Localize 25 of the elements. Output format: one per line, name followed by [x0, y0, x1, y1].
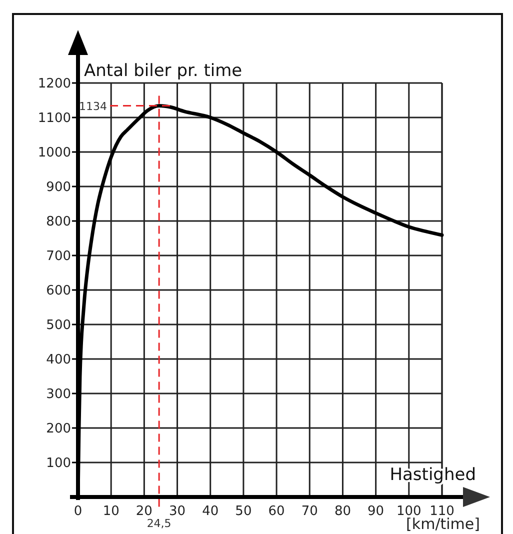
y-axis-title: Antal biler pr. time — [84, 61, 242, 81]
x-tick-label: 60 — [268, 504, 285, 519]
y-tick-label: 900 — [46, 180, 71, 195]
x-tick-label: 50 — [235, 504, 252, 519]
x-tick-label: 70 — [301, 504, 318, 519]
x-tick-label: 90 — [368, 504, 384, 519]
y-tick-label: 500 — [46, 318, 71, 333]
x-tick-label: 10 — [102, 504, 120, 519]
x-tick-label: 80 — [334, 504, 351, 519]
ref-line-label: 1134 — [79, 100, 107, 113]
x-tick-label: 0 — [74, 504, 82, 519]
y-tick-label: 100 — [46, 456, 71, 471]
y-tick-label: 1200 — [38, 76, 71, 92]
y-tick-label: 200 — [46, 422, 71, 436]
x-tick-label: 40 — [202, 504, 219, 519]
y-tick-label: 800 — [46, 214, 71, 230]
y-tick-label: 600 — [46, 284, 71, 298]
ref-line-label: 24,5 — [146, 517, 172, 530]
y-tick-label: 1000 — [38, 146, 71, 160]
y-tick-label: 300 — [46, 387, 71, 402]
x-tick-label: 20 — [136, 504, 152, 519]
y-tick-label: 700 — [46, 249, 71, 264]
y-tick-label: 1100 — [38, 111, 71, 126]
x-tick-label: 30 — [169, 504, 186, 519]
y-tick-label: 400 — [46, 352, 71, 368]
